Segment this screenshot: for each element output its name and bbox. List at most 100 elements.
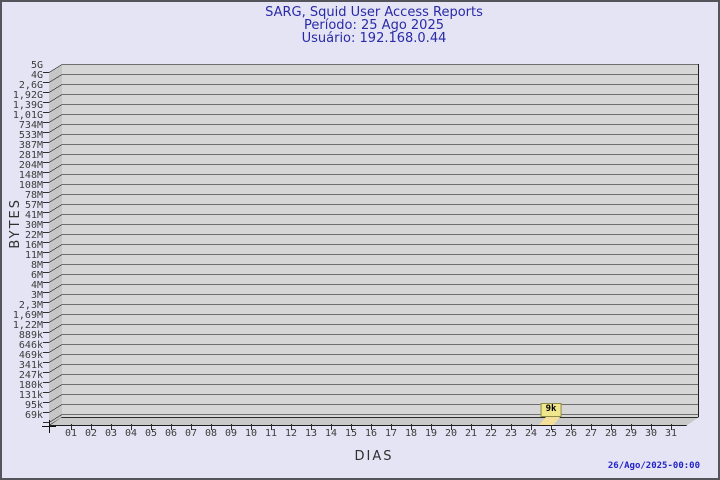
x-tick-label: 03 bbox=[104, 428, 118, 439]
x-tick-label: 21 bbox=[464, 428, 478, 439]
x-tick-mark bbox=[191, 424, 192, 430]
y-tick-label: 41M bbox=[24, 210, 43, 221]
y-tick-mark bbox=[43, 302, 49, 303]
x-tick-label: 01 bbox=[64, 428, 78, 439]
y-tick-mark bbox=[43, 172, 49, 173]
y-tick-label: 341k bbox=[18, 360, 43, 371]
y-tick-mark bbox=[43, 372, 49, 373]
y-tick-label: 469k bbox=[18, 350, 43, 361]
y-tick-mark bbox=[43, 112, 49, 113]
y-tick-label: 533M bbox=[18, 130, 43, 141]
x-axis-title: DIAS bbox=[354, 449, 394, 464]
x-tick-label: 14 bbox=[324, 428, 338, 439]
x-tick-mark bbox=[131, 424, 132, 430]
x-tick-mark bbox=[351, 424, 352, 430]
x-tick-label: 22 bbox=[484, 428, 498, 439]
y-tick-label: 2,6G bbox=[18, 80, 43, 91]
y-tick-label: 646k bbox=[18, 340, 43, 351]
x-tick-mark bbox=[111, 424, 112, 430]
y-tick-label: 148M bbox=[18, 170, 43, 181]
y-tick-mark bbox=[43, 422, 49, 423]
y-tick-label: 30M bbox=[24, 220, 43, 231]
y-tick-label: 1,39G bbox=[12, 100, 43, 111]
y-tick-label: 22M bbox=[24, 230, 43, 241]
y-tick-label: 204M bbox=[18, 160, 43, 171]
x-tick-mark bbox=[311, 424, 312, 430]
x-tick-mark bbox=[591, 424, 592, 430]
y-tick-mark bbox=[43, 312, 49, 313]
x-tick-mark bbox=[531, 424, 532, 430]
x-tick-mark bbox=[251, 424, 252, 430]
x-tick-label: 10 bbox=[244, 428, 258, 439]
y-tick-mark bbox=[43, 182, 49, 183]
y-tick-mark bbox=[43, 242, 49, 243]
y-tick-label: 1,01G bbox=[12, 110, 43, 121]
x-tick-mark bbox=[271, 424, 272, 430]
y-tick-label: 8M bbox=[30, 260, 43, 271]
x-tick-label: 18 bbox=[404, 428, 418, 439]
y-tick-label: 95k bbox=[24, 400, 43, 411]
y-tick-mark bbox=[43, 252, 49, 253]
bar-day-25 bbox=[539, 416, 561, 425]
y-tick-label: 1,22M bbox=[12, 320, 43, 331]
x-tick-mark bbox=[291, 424, 292, 430]
x-tick-label: 24 bbox=[524, 428, 538, 439]
plot-3d-floor bbox=[49, 417, 700, 426]
x-tick-label: 06 bbox=[164, 428, 178, 439]
y-tick-mark bbox=[43, 282, 49, 283]
x-tick-label: 27 bbox=[584, 428, 598, 439]
y-tick-mark bbox=[43, 122, 49, 123]
y-tick-label: 4M bbox=[30, 280, 43, 291]
y-tick-label: 3M bbox=[30, 290, 43, 301]
x-tick-mark bbox=[571, 424, 572, 430]
chart-period: Período: 25 Ago 2025 bbox=[304, 18, 444, 33]
x-tick-label: 07 bbox=[184, 428, 198, 439]
y-tick-mark bbox=[43, 142, 49, 143]
x-tick-mark bbox=[171, 424, 172, 430]
y-tick-label: 180k bbox=[18, 380, 43, 391]
y-tick-mark bbox=[43, 92, 49, 93]
y-tick-label: 281M bbox=[18, 150, 43, 161]
x-tick-label: 13 bbox=[304, 428, 318, 439]
x-tick-label: 09 bbox=[224, 428, 238, 439]
x-tick-label: 30 bbox=[644, 428, 658, 439]
y-tick-label: 4G bbox=[30, 70, 43, 81]
y-tick-mark bbox=[43, 192, 49, 193]
x-tick-mark bbox=[71, 424, 72, 430]
x-tick-mark bbox=[371, 424, 372, 430]
x-tick-label: 11 bbox=[264, 428, 278, 439]
y-tick-mark bbox=[43, 322, 49, 323]
y-tick-mark bbox=[43, 332, 49, 333]
y-tick-label: 78M bbox=[24, 190, 43, 201]
y-tick-mark bbox=[43, 362, 49, 363]
y-tick-mark bbox=[43, 412, 49, 413]
y-tick-label: 247k bbox=[18, 370, 43, 381]
x-tick-label: 16 bbox=[364, 428, 378, 439]
x-tick-label: 05 bbox=[144, 428, 158, 439]
y-tick-label: 69k bbox=[24, 410, 43, 421]
x-tick-mark bbox=[471, 424, 472, 430]
y-tick-mark bbox=[43, 102, 49, 103]
x-tick-mark bbox=[491, 424, 492, 430]
y-tick-mark bbox=[43, 272, 49, 273]
y-tick-mark bbox=[43, 392, 49, 393]
x-tick-mark bbox=[671, 424, 672, 430]
x-tick-label: 23 bbox=[504, 428, 518, 439]
x-tick-mark bbox=[91, 424, 92, 430]
y-tick-label: 889k bbox=[18, 330, 43, 341]
x-tick-mark bbox=[631, 424, 632, 430]
y-tick-mark bbox=[43, 292, 49, 293]
x-tick-mark bbox=[611, 424, 612, 430]
y-tick-mark bbox=[43, 202, 49, 203]
y-tick-label: 6M bbox=[30, 270, 43, 281]
plot-3d-left-wall bbox=[49, 64, 62, 427]
x-tick-label: 12 bbox=[284, 428, 298, 439]
y-tick-label: 108M bbox=[18, 180, 43, 191]
y-tick-mark bbox=[43, 352, 49, 353]
y-tick-mark bbox=[43, 402, 49, 403]
y-tick-label: 16M bbox=[24, 240, 43, 251]
x-tick-mark bbox=[451, 424, 452, 430]
y-tick-mark bbox=[43, 72, 49, 73]
x-tick-mark bbox=[331, 424, 332, 430]
